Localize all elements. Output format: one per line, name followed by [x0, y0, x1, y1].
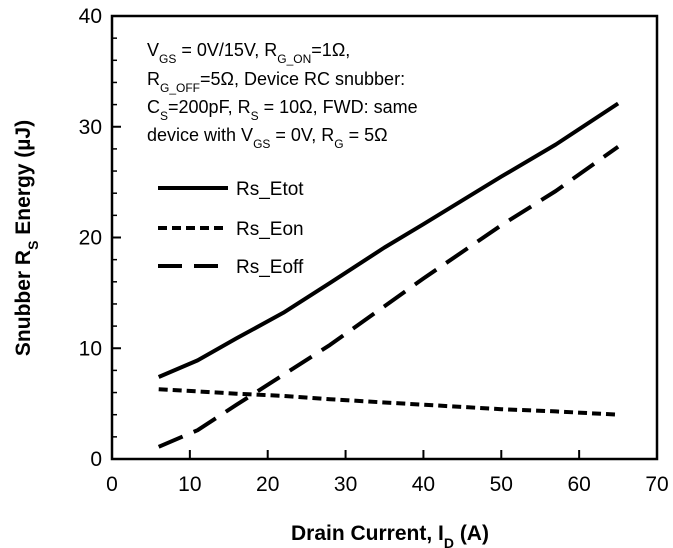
x-tick-label: 0 — [106, 473, 118, 496]
y-tick-label: 10 — [79, 337, 102, 360]
series-line-rs-eoff — [157, 145, 620, 449]
x-tick-label: 10 — [178, 473, 201, 496]
series-line-rs-etot — [157, 101, 620, 379]
legend-label: Rs_Eoff — [236, 257, 304, 278]
annotation-line-4: device with VGS = 0V, RG = 5Ω — [147, 125, 388, 151]
legend: Rs_Etot Rs_Eon Rs_Eoff — [158, 179, 304, 278]
annotation-line-2: RG_OFF=5Ω, Device RC snubber: — [147, 69, 405, 95]
y-tick-label: 30 — [79, 116, 102, 139]
series-line-rs-eon — [158, 387, 619, 417]
x-tick-label: 20 — [256, 473, 279, 496]
annotation-line-1: VGS = 0V/15V, RG_ON=1Ω, — [147, 40, 350, 66]
y-tick-label: 20 — [79, 227, 102, 250]
legend-label: Rs_Eon — [236, 219, 304, 240]
y-axis-title: Snubber RS Energy (µJ) — [12, 120, 41, 356]
x-tick-label: 70 — [645, 473, 668, 496]
x-tick-label: 30 — [334, 473, 357, 496]
x-axis-title: Drain Current, ID (A) — [291, 522, 489, 548]
condition-annotation: VGS = 0V/15V, RG_ON=1Ω, RG_OFF=5Ω, Devic… — [147, 40, 418, 151]
axis-ticks: 0 10 20 30 40 0 10 20 30 40 50 60 70 — [79, 5, 669, 496]
y-tick-label: 40 — [79, 5, 102, 28]
x-tick-label: 40 — [412, 473, 435, 496]
annotation-line-3: CS=200pF, RS = 10Ω, FWD: same — [147, 97, 418, 123]
x-tick-label: 60 — [567, 473, 590, 496]
y-tick-label: 0 — [90, 448, 102, 471]
legend-label: Rs_Etot — [236, 179, 304, 200]
x-tick-label: 50 — [490, 473, 513, 496]
plot-frame — [110, 14, 659, 461]
series-layer — [157, 101, 620, 449]
